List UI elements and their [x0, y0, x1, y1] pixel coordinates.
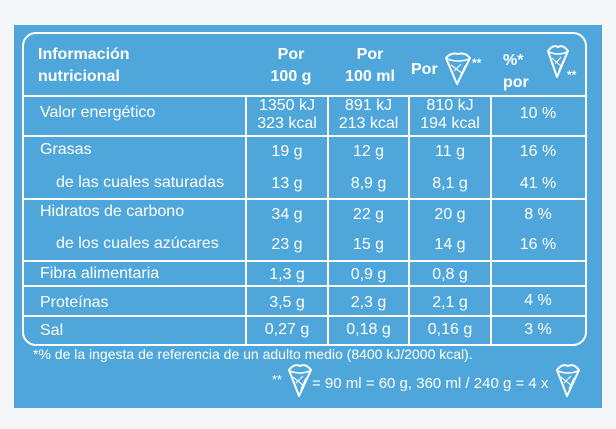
- row-divider: [24, 198, 585, 200]
- header-por-100g: Por 100 g: [248, 44, 334, 88]
- cell-saturated-100g: 13 g: [271, 175, 303, 192]
- cell-energy-cone: 810 kJ 194 kcal: [410, 97, 490, 133]
- row-label-fiber: Fibra alimentaria: [40, 265, 160, 282]
- cell-energy-100g: 1350 kJ 323 kcal: [247, 97, 327, 133]
- cell-carbs-100g: 34 g: [271, 206, 303, 223]
- header-por-100g-line2: 100 g: [270, 68, 312, 85]
- row-label-salt: Sal: [40, 322, 64, 339]
- row-divider: [24, 95, 585, 97]
- cell-fat-100g: 19 g: [271, 143, 303, 160]
- header-por-cone: Por: [411, 61, 438, 78]
- column-divider: [327, 95, 329, 345]
- cell-saturated-cone: 8,1 g: [432, 175, 468, 192]
- row-label-sugars: de los cuales azúcares: [56, 235, 219, 252]
- cell-sugars-pct: 16 %: [519, 236, 557, 253]
- row-label-protein: Proteínas: [40, 294, 109, 311]
- header-info-line2: nutricional: [38, 68, 120, 85]
- cell-protein-cone: 2,1 g: [432, 294, 468, 311]
- cell-fiber-cone: 0,8 g: [432, 266, 468, 283]
- cell-protein-100g: 3,5 g: [269, 294, 305, 311]
- cell-carbs-pct: 8 %: [524, 206, 552, 223]
- cell-salt-100g: 0,27 g: [264, 321, 310, 338]
- row-label-energy: Valor energético: [40, 104, 156, 121]
- header-info: Información nutricional: [38, 44, 130, 88]
- cell-fiber-100ml: 0,9 g: [350, 266, 387, 283]
- row-divider: [24, 285, 585, 287]
- cell-salt-cone: 0,16 g: [427, 321, 473, 338]
- header-pct-line2: por: [503, 74, 529, 91]
- header-cone-stars: **: [472, 56, 482, 70]
- ice-cream-cone-icon: [288, 364, 312, 397]
- cell-sugars-100g: 23 g: [271, 236, 303, 253]
- ice-cream-cone-icon: [445, 52, 471, 85]
- row-label-carbs: Hidratos de carbono: [40, 203, 185, 220]
- column-divider: [490, 95, 492, 345]
- cell-energy-100ml-kcal: 213 kcal: [338, 115, 399, 132]
- footnote-serving-stars: **: [272, 372, 283, 387]
- cell-saturated-100ml: 8,9 g: [350, 175, 387, 192]
- cell-energy-pct: 10 %: [519, 105, 557, 122]
- cell-salt-pct: 3 %: [524, 321, 552, 338]
- row-label-fat: Grasas: [40, 141, 92, 158]
- nutrition-table-frame: [22, 32, 587, 346]
- cell-protein-100ml: 2,3 g: [350, 294, 387, 311]
- cell-energy-100ml: 891 kJ 213 kcal: [329, 97, 408, 133]
- cell-fiber-100g: 1,3 g: [269, 266, 305, 283]
- ice-cream-cone-icon: [547, 45, 569, 78]
- footnote-reference-intake: *% de la ingesta de referencia de un adu…: [33, 346, 473, 362]
- cell-fat-100ml: 12 g: [352, 143, 385, 160]
- row-divider: [24, 260, 585, 262]
- row-label-saturated: de las cuales saturadas: [56, 174, 225, 191]
- header-por-100ml-line2: 100 ml: [345, 68, 395, 85]
- header-por-100g-line1: Por: [277, 46, 305, 63]
- cell-protein-pct: 4 %: [524, 292, 552, 309]
- cell-carbs-cone: 20 g: [434, 206, 466, 223]
- cell-fat-cone: 11 g: [435, 143, 465, 160]
- cell-fat-pct: 16 %: [519, 143, 557, 160]
- cell-saturated-pct: 41 %: [519, 175, 557, 192]
- cell-energy-cone-kcal: 194 kcal: [420, 115, 480, 132]
- column-divider: [245, 95, 247, 345]
- cell-energy-100ml-kj: 891 kJ: [344, 97, 393, 114]
- cell-energy-100g-kj: 1350 kJ: [258, 97, 316, 114]
- footnote-serving-text: = 90 ml = 60 g, 360 ml / 240 g = 4 x: [312, 375, 549, 392]
- cell-energy-100g-kcal: 323 kcal: [257, 115, 317, 132]
- row-divider: [24, 135, 585, 137]
- header-por-100ml-line1: Por: [356, 46, 384, 63]
- row-divider: [24, 315, 585, 317]
- header-por-100ml: Por 100 ml: [330, 44, 410, 88]
- cell-sugars-100ml: 15 g: [352, 236, 385, 253]
- cell-energy-cone-kj: 810 kJ: [426, 97, 474, 114]
- header-pct: %* por: [503, 50, 529, 94]
- header-pct-stars: **: [567, 68, 577, 82]
- column-divider: [408, 95, 410, 345]
- cell-salt-100ml: 0,18 g: [346, 321, 391, 338]
- header-pct-line1: %*: [503, 52, 524, 69]
- cell-carbs-100ml: 22 g: [352, 206, 385, 223]
- ice-cream-cone-icon: [556, 364, 580, 397]
- header-info-line1: Información: [38, 46, 130, 63]
- cell-sugars-cone: 14 g: [434, 236, 466, 253]
